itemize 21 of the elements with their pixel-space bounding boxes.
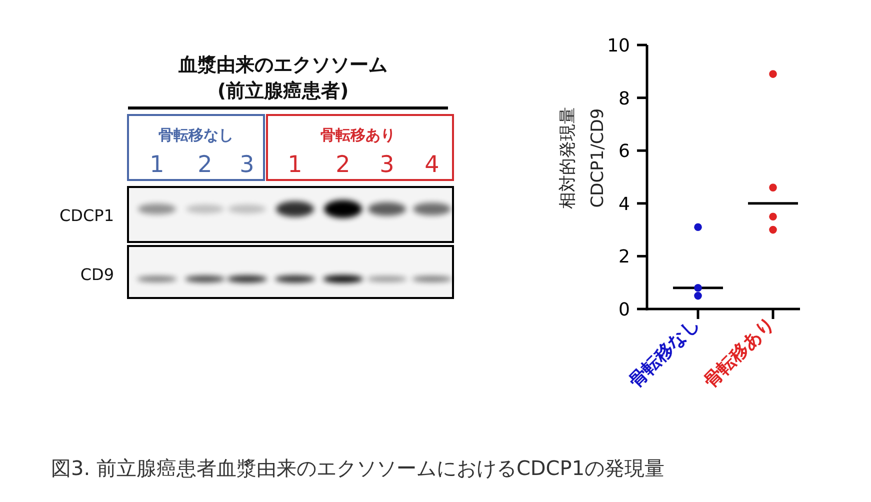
y-tick-label: 0	[618, 299, 630, 320]
y-tick-label: 10	[607, 35, 630, 56]
y-axis-title: 相対的発現量 CDCP1/CD9	[558, 107, 608, 209]
text: 1	[150, 152, 164, 178]
text: 3	[240, 152, 254, 178]
caption: 図3. 前立腺癌患者血漿由来のエクソソームにおけるCDCP1の発現量	[51, 456, 665, 480]
text: 3	[380, 152, 394, 178]
text: (前立腺癌患者)	[217, 80, 349, 102]
y-tick-label: 4	[618, 194, 630, 215]
y-tick-label: 2	[618, 246, 630, 268]
text: 骨転移なし	[158, 126, 234, 144]
y-tick-label: 6	[618, 141, 630, 162]
text: 4	[424, 152, 440, 178]
text: 骨転移あり	[320, 126, 396, 144]
text: CD9	[80, 265, 114, 284]
text: 1	[288, 152, 302, 178]
text: 2	[198, 152, 212, 178]
text: 2	[336, 152, 350, 178]
text: 血漿由来のエクソソーム	[178, 54, 388, 76]
y-tick-label: 8	[618, 88, 630, 110]
text: CDCP1	[60, 206, 114, 225]
